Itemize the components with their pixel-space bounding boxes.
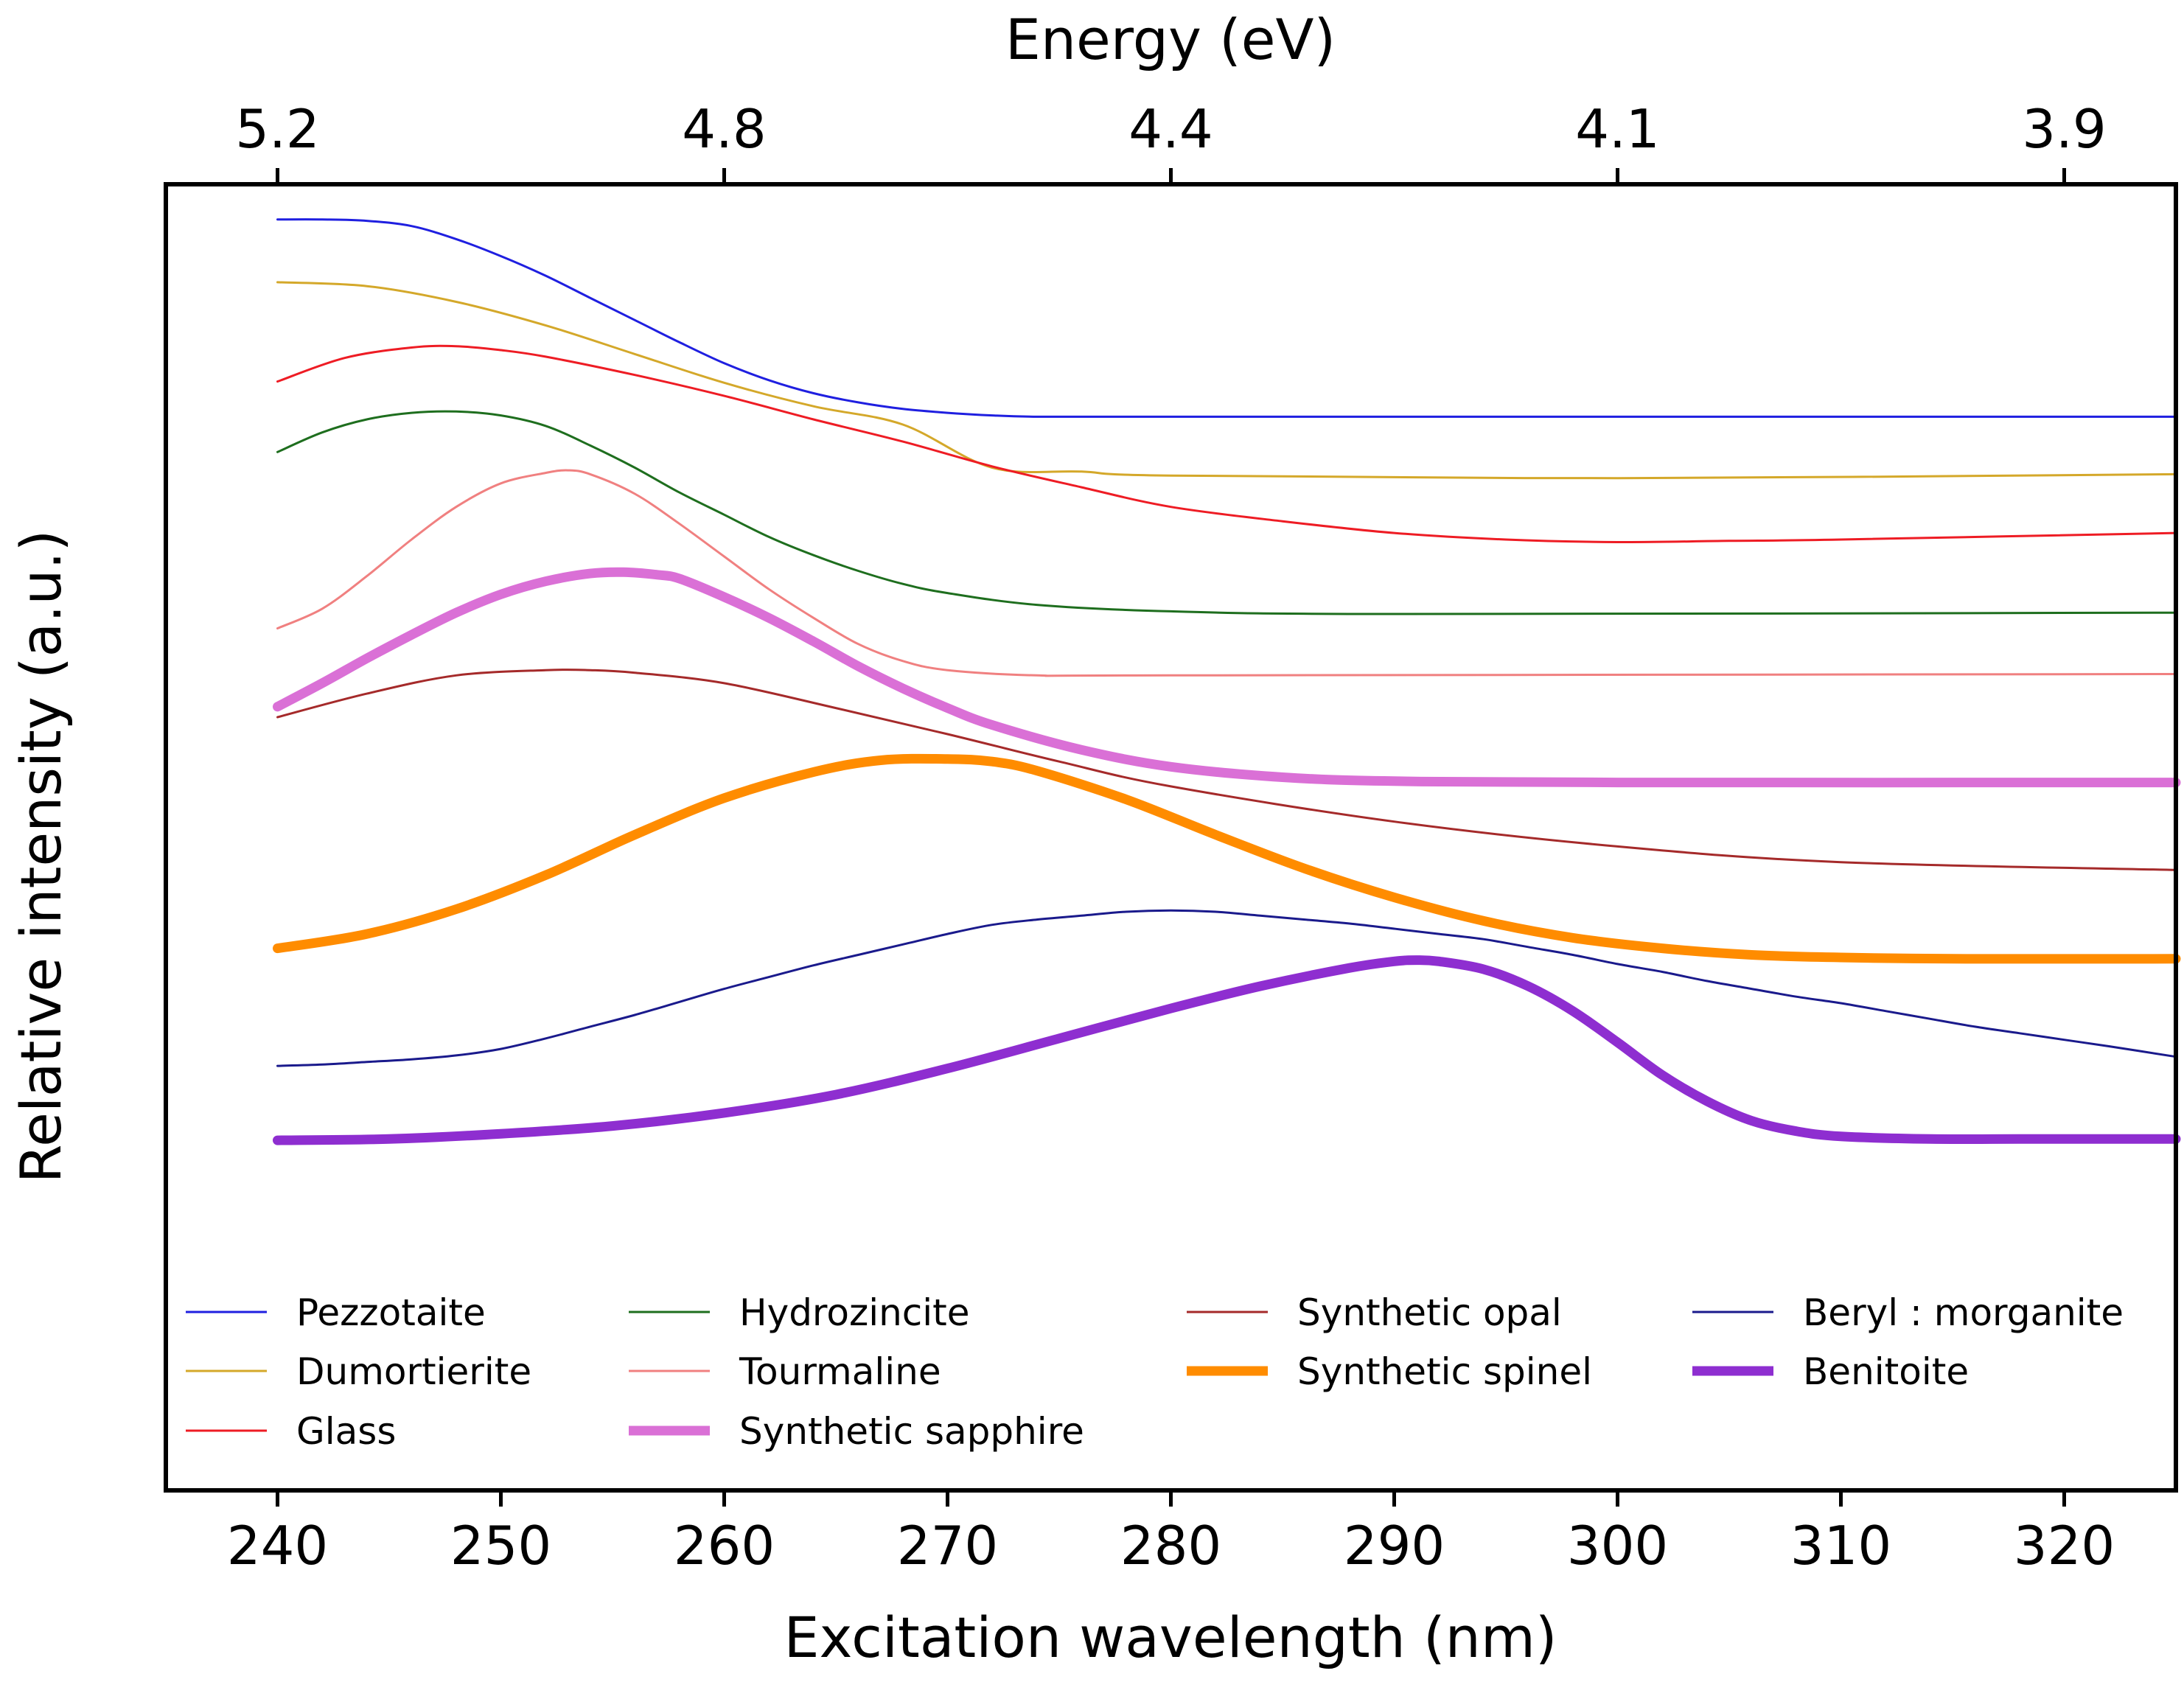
top-tick-label: 4.4 [1128,98,1213,160]
x-tick-label: 240 [227,1515,328,1577]
legend-label-pezzotaite: Pezzotaite [296,1291,486,1334]
legend-label-beryl-morganite: Beryl : morganite [1803,1291,2124,1334]
x-tick-label: 300 [1567,1515,1668,1577]
x-tick-label: 280 [1120,1515,1221,1577]
legend-label-dumortierite: Dumortierite [296,1350,531,1393]
top-tick-label: 3.9 [2022,98,2107,160]
series-line-dumortierite [276,281,2177,480]
legend-label-synthetic-spinel: Synthetic spinel [1297,1350,1592,1393]
legend-label-tourmaline: Tourmaline [739,1350,941,1393]
x-tick-label: 260 [674,1515,775,1577]
series-layer [273,218,2181,1145]
series-line-synthetic-sapphire [273,567,2181,788]
x-tick-label: 250 [450,1515,551,1577]
legend-label-hydrozincite: Hydrozincite [739,1291,970,1334]
series-line-benitoite [273,955,2181,1145]
x-tick-label: 320 [2014,1515,2115,1577]
legend-label-glass: Glass [296,1410,396,1453]
series-line-glass [276,344,2177,544]
top-axis-title: Energy (eV) [1005,7,1336,72]
series-line-tourmaline [276,469,2177,677]
y-axis-title: Relative intensity (a.u.) [8,530,74,1184]
top-tick-label: 4.1 [1575,98,1660,160]
x-tick-label: 270 [897,1515,998,1577]
series-line-hydrozincite [276,410,2177,615]
series-line-synthetic-spinel [273,753,2181,964]
x-tick-label: 310 [1790,1515,1891,1577]
series-line-beryl-morganite [276,909,2177,1067]
top-tick-label: 4.8 [682,98,767,160]
legend-label-benitoite: Benitoite [1803,1350,1969,1393]
x-axis-title: Excitation wavelength (nm) [784,1605,1557,1670]
series-line-synthetic-opal [276,669,2177,871]
legend: Pezzotaite Dumortierite Glass Hydrozincite T… [186,1291,2124,1453]
plot-frame [164,182,2178,1493]
x-tick-label: 290 [1344,1515,1445,1577]
top-tick-label: 5.2 [235,98,320,160]
legend-label-synthetic-sapphire: Synthetic sapphire [739,1410,1084,1453]
axis-ticks: 240 250 260 270 280 290 300 310 320 5.2 4.8 4.4 4.1 3… [227,98,2115,1577]
series-line-pezzotaite [276,218,2177,419]
legend-label-synthetic-opal: Synthetic opal [1297,1291,1562,1334]
